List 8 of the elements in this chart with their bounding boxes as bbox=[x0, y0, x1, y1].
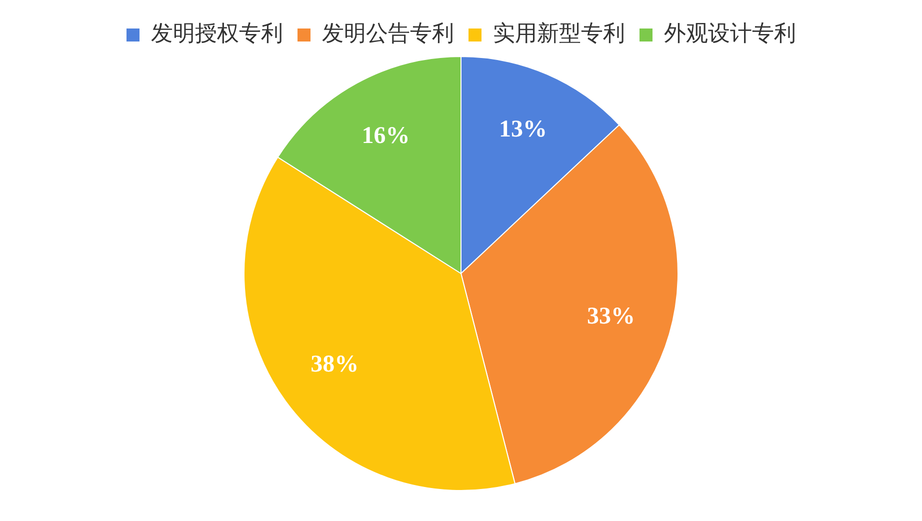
data-label: 13% bbox=[499, 116, 548, 142]
legend-label: 实用新型专利 bbox=[493, 22, 625, 47]
data-label: 16% bbox=[362, 122, 410, 149]
data-label: 38% bbox=[310, 352, 359, 378]
legend-label: 发明公告专利 bbox=[322, 22, 454, 47]
legend-label: 发明授权专利 bbox=[151, 22, 283, 47]
legend-label: 外观设计专利 bbox=[664, 22, 796, 47]
data-label: 33% bbox=[587, 303, 636, 330]
